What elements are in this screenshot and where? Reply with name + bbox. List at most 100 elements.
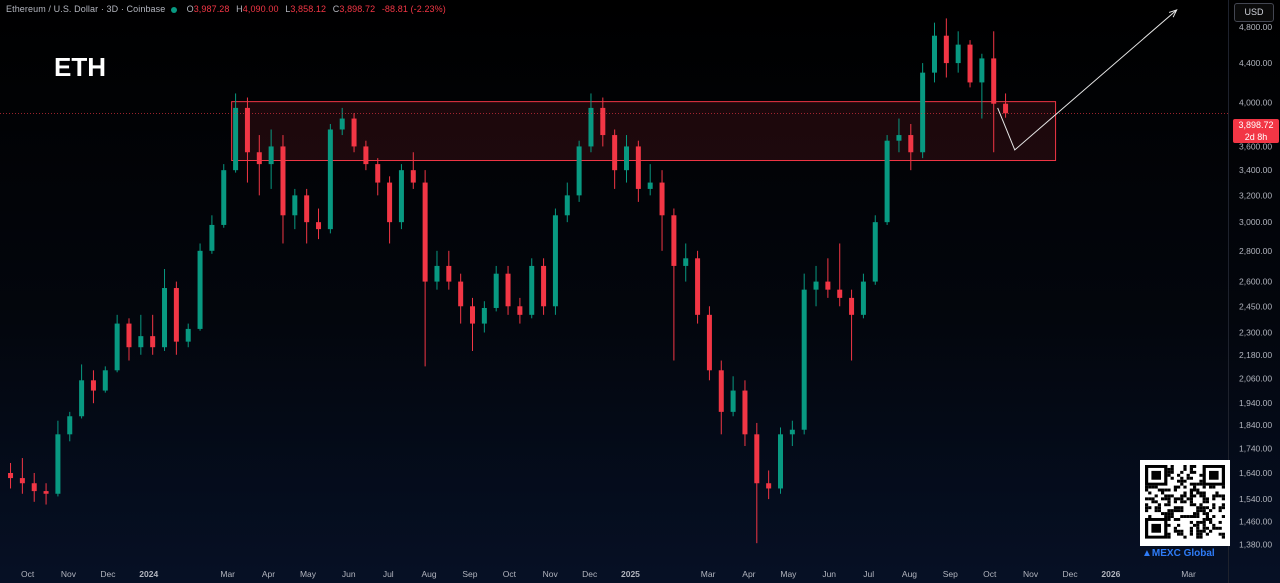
- x-tick-label: Oct: [503, 569, 517, 579]
- y-tick-label: 2,600.00: [1239, 277, 1272, 287]
- candle-body: [268, 146, 274, 165]
- candle-body: [126, 323, 132, 348]
- market-status-icon: [170, 6, 177, 13]
- y-tick-label: 1,380.00: [1239, 540, 1272, 550]
- candle-body: [292, 195, 298, 216]
- candle-body: [624, 146, 630, 171]
- close-label: C: [332, 4, 340, 14]
- candle-body: [718, 370, 724, 412]
- y-tick-label: 3,000.00: [1239, 217, 1272, 227]
- candle-body: [79, 380, 85, 417]
- candle-body: [825, 281, 831, 290]
- y-tick-label: 2,180.00: [1239, 350, 1272, 360]
- candle-body: [327, 129, 333, 230]
- candle-body: [173, 288, 179, 342]
- high-label: H: [236, 4, 243, 14]
- candle-body: [55, 434, 61, 494]
- candle-body: [813, 281, 819, 290]
- candle-body: [422, 182, 428, 282]
- x-tick-label: Apr: [262, 569, 275, 579]
- candle-body: [446, 265, 452, 282]
- candle-body: [398, 170, 404, 223]
- candle-body: [114, 323, 120, 371]
- y-tick-label: 3,600.00: [1239, 141, 1272, 151]
- candle-body: [434, 265, 440, 282]
- y-tick-label: 2,060.00: [1239, 373, 1272, 383]
- candle-body: [742, 390, 748, 435]
- candle-body: [67, 416, 73, 435]
- x-tick-label: Nov: [61, 569, 77, 579]
- y-tick-label: 3,400.00: [1239, 165, 1272, 175]
- candle-body: [256, 152, 262, 165]
- candle-body: [849, 297, 855, 315]
- x-tick-label: Apr: [742, 569, 755, 579]
- x-tick-label: Mar: [220, 569, 235, 579]
- candle-body: [470, 306, 476, 324]
- x-tick-label: Jun: [822, 569, 836, 579]
- x-tick-label: Jul: [863, 569, 874, 579]
- candle-body: [837, 289, 843, 298]
- candle-body: [197, 250, 203, 329]
- last-price-tag: 3,898.72 2d 8h: [1233, 119, 1279, 143]
- candle-body: [102, 370, 108, 391]
- currency-button[interactable]: USD: [1234, 3, 1274, 22]
- candle-body: [458, 281, 464, 307]
- candle-body: [541, 265, 547, 307]
- x-tick-label: Oct: [21, 569, 35, 579]
- candle-body: [991, 58, 997, 104]
- candle-body: [695, 258, 701, 315]
- candle-body: [304, 195, 310, 223]
- candle-body: [517, 306, 523, 315]
- candle-body: [706, 314, 712, 371]
- change-value: -88.81 (-2.23%): [381, 4, 446, 14]
- y-tick-label: 2,800.00: [1239, 246, 1272, 256]
- candle-body: [150, 336, 156, 348]
- candle-body: [481, 307, 487, 324]
- qr-code-icon: [1140, 460, 1230, 560]
- candle-body: [138, 336, 144, 348]
- candle-body: [375, 164, 381, 183]
- low-label: L: [285, 4, 291, 14]
- y-tick-label: 1,940.00: [1239, 398, 1272, 408]
- candle-body: [339, 118, 345, 130]
- candle-body: [90, 380, 96, 391]
- candle-body: [31, 483, 37, 492]
- bar-countdown: 2d 8h: [1244, 132, 1268, 142]
- candle-body: [789, 429, 795, 435]
- close-value: 3,898.72: [339, 4, 376, 14]
- mexc-logo-icon: ▲: [1142, 548, 1152, 559]
- candle-body: [671, 215, 677, 266]
- candle-body: [316, 222, 322, 230]
- candle-body: [884, 140, 890, 223]
- x-tick-label: Jun: [342, 569, 356, 579]
- x-tick-label: Mar: [701, 569, 716, 579]
- candle-body: [363, 146, 369, 165]
- y-tick-label: 4,800.00: [1239, 22, 1272, 32]
- candle-body: [931, 35, 937, 73]
- symbol-name: Ethereum / U.S. Dollar · 3D · Coinbase: [6, 4, 166, 14]
- candle-body: [683, 258, 689, 266]
- candle-body: [410, 170, 416, 183]
- candle-body: [351, 118, 357, 147]
- x-tick-label: 2025: [621, 569, 640, 579]
- candle-body: [730, 390, 736, 412]
- x-tick-label: Aug: [902, 569, 917, 579]
- candle-body: [872, 222, 878, 282]
- x-tick-label: Nov: [543, 569, 559, 579]
- candle-body: [185, 328, 191, 342]
- candle-body: [647, 182, 653, 189]
- x-tick-label: Mar: [1181, 569, 1196, 579]
- y-tick-label: 1,640.00: [1239, 468, 1272, 478]
- candle-body: [612, 135, 618, 171]
- x-tick-label: May: [300, 569, 317, 579]
- open-value: 3,987.28: [193, 4, 230, 14]
- candle-body: [777, 434, 783, 489]
- y-tick-label: 3,200.00: [1239, 190, 1272, 200]
- symbol-header: Ethereum / U.S. Dollar · 3D · Coinbase O…: [6, 4, 446, 14]
- y-tick-label: 1,460.00: [1239, 516, 1272, 526]
- x-tick-label: Dec: [582, 569, 598, 579]
- x-tick-label: 2024: [139, 569, 158, 579]
- candle-body: [209, 224, 215, 251]
- x-tick-label: Sep: [943, 569, 958, 579]
